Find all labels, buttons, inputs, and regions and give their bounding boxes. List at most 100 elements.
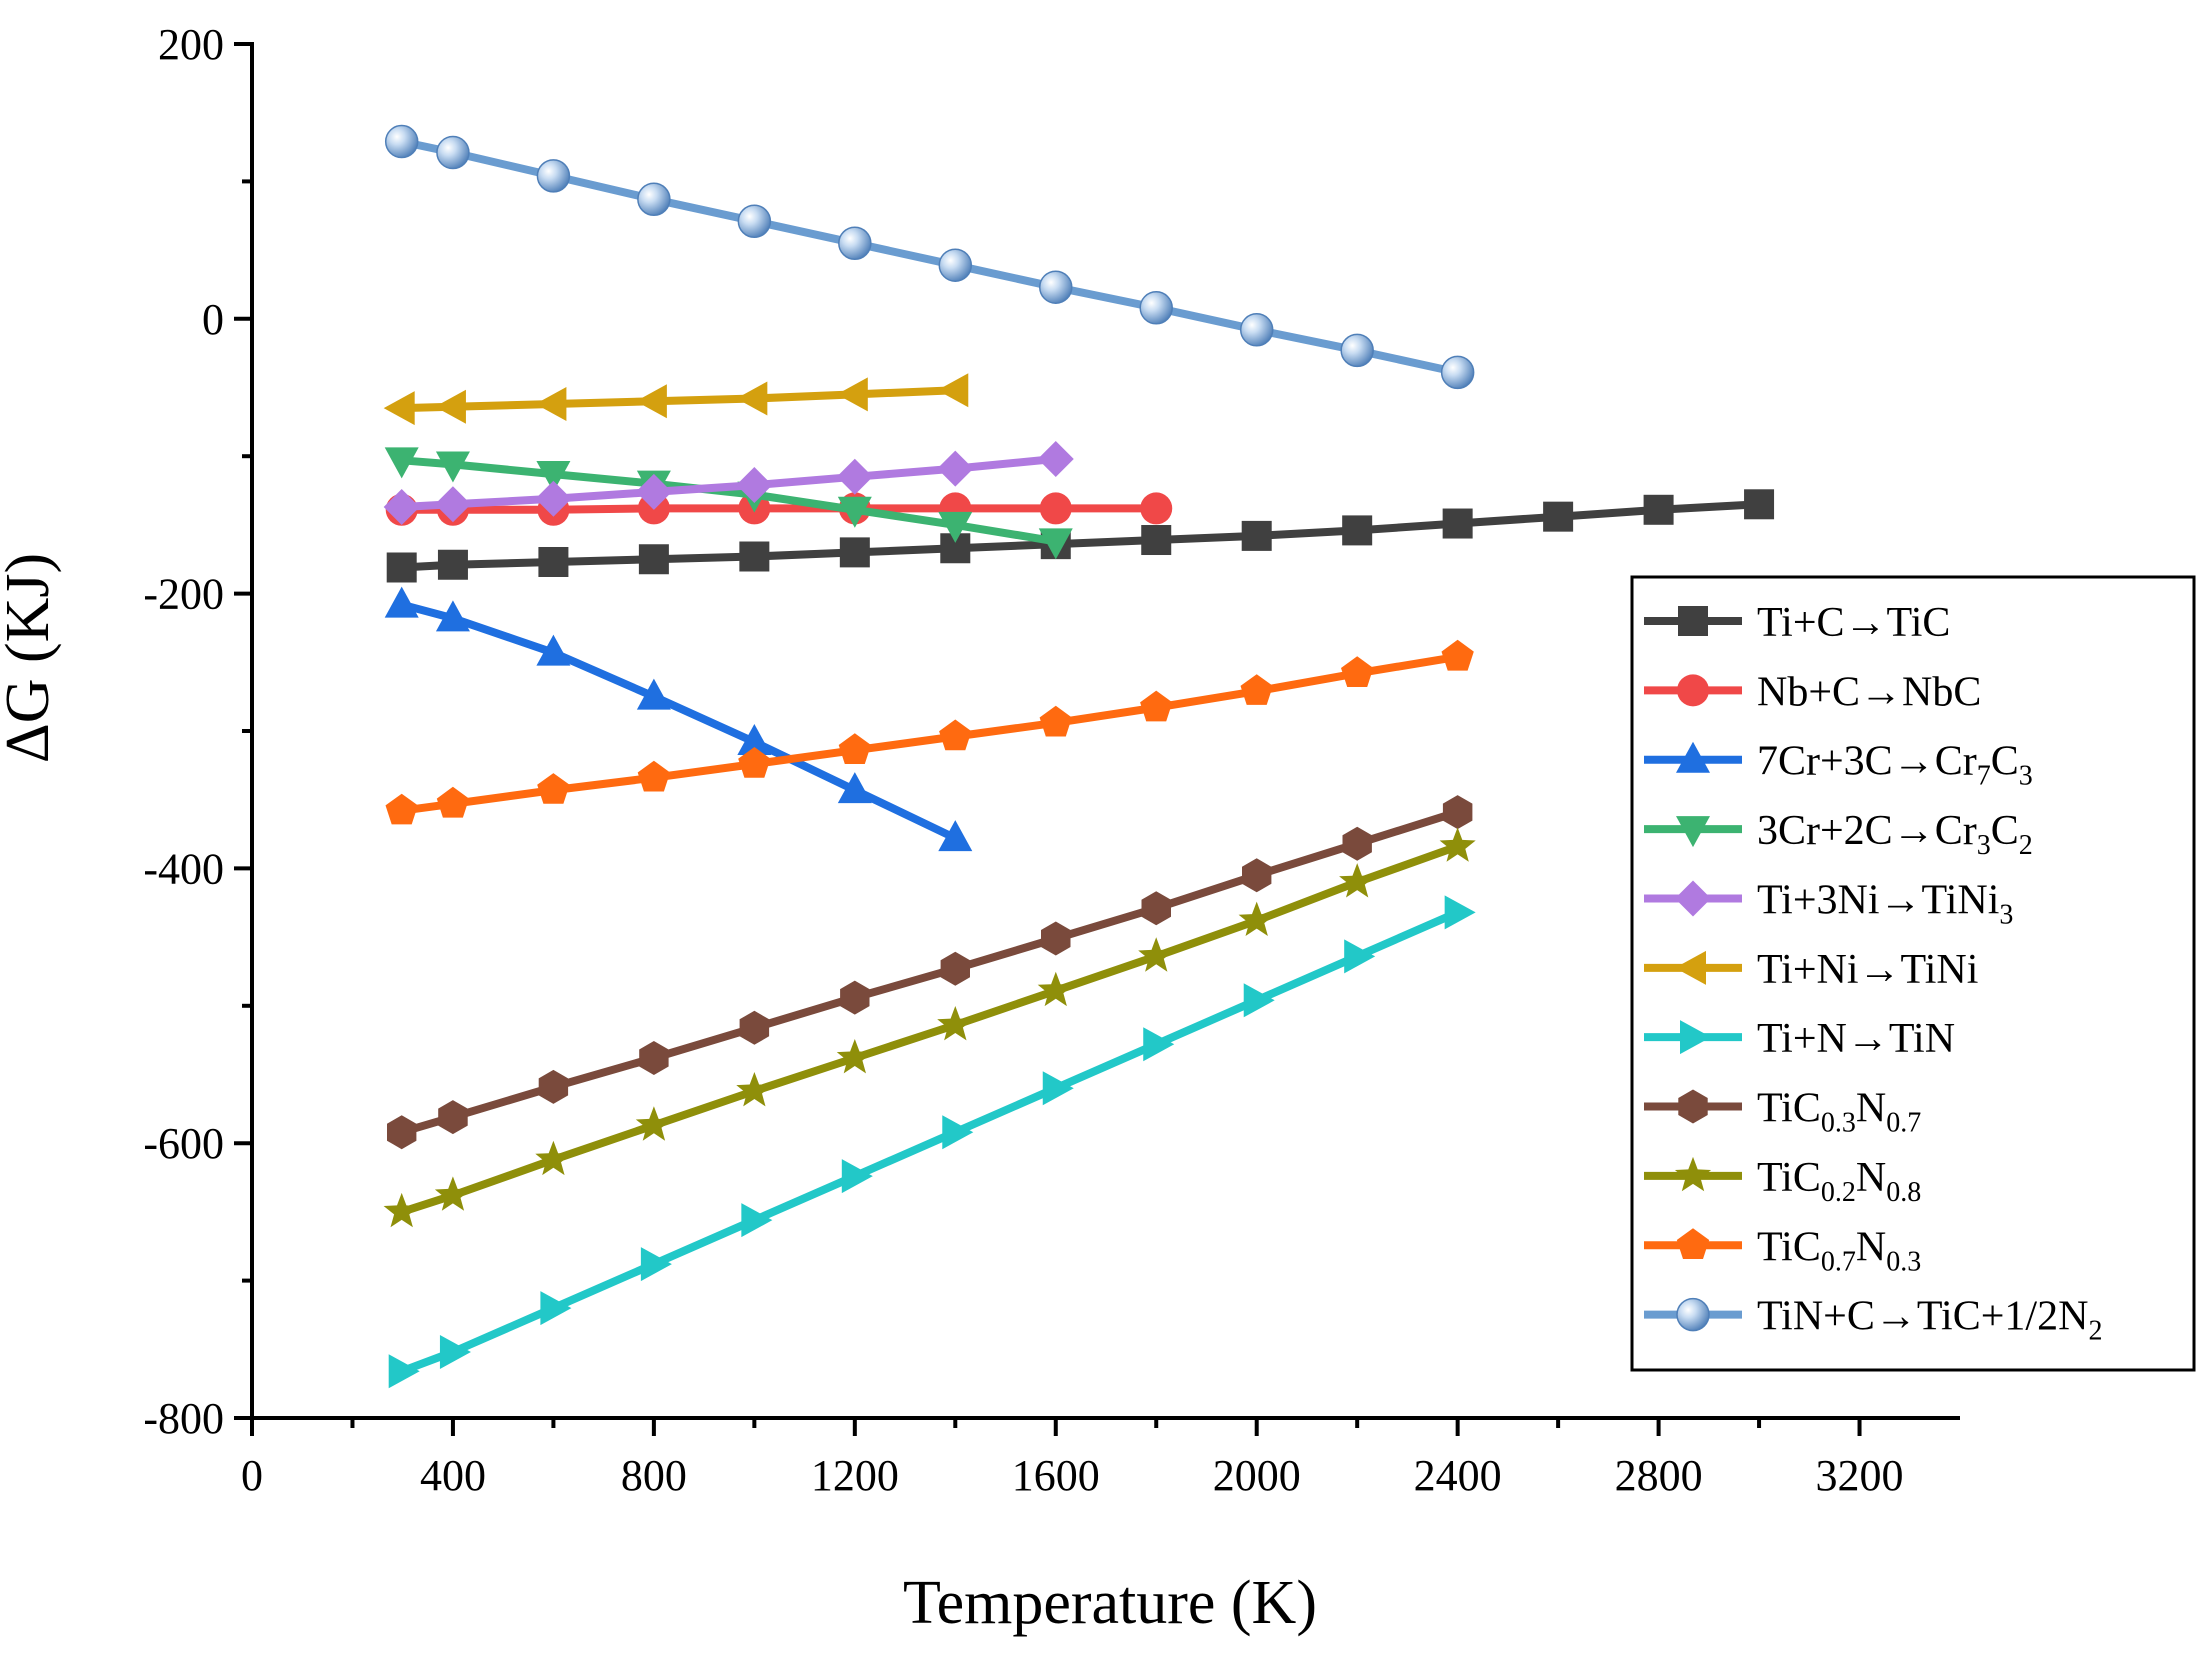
axes: 0 400 800 1200 1600 2000 2400 2800 32002000-200-… [143, 20, 1960, 1500]
y-tick-label: -600 [143, 1119, 224, 1168]
data-point [384, 124, 419, 159]
legend-label-part: TiC [1757, 1155, 1821, 1201]
legend-swatch-marker [1676, 1297, 1710, 1332]
legend-swatch-marker [1678, 606, 1708, 636]
data-point [836, 458, 873, 495]
data-point [937, 1006, 974, 1041]
series-line [401, 386, 956, 413]
data-point [536, 634, 571, 666]
data-point [436, 786, 470, 818]
legend-label-part: 0.2 [1821, 1177, 1856, 1208]
data-point [1643, 494, 1674, 525]
data-point [739, 541, 770, 572]
x-tick-label: 800 [621, 1451, 687, 1500]
data-point [836, 377, 868, 412]
data-point [538, 546, 569, 577]
legend-label: TiN+C→TiC+1/2N2 [1757, 1294, 2102, 1347]
x-tick-label: 2000 [1213, 1451, 1301, 1500]
y-tick-label: -200 [143, 570, 224, 619]
legend-label-part: TiC [1757, 1086, 1821, 1132]
data-point [386, 552, 417, 583]
data-point [937, 450, 974, 487]
data-point [738, 747, 771, 778]
data-point [1037, 440, 1074, 477]
data-point [838, 226, 872, 260]
data-point [1141, 891, 1171, 926]
data-point [640, 1247, 672, 1282]
y-tick-label: -800 [143, 1394, 224, 1443]
series-4 [383, 440, 1074, 526]
legend-swatch-marker [1675, 950, 1706, 985]
data-point [1243, 983, 1275, 1018]
legend-label-part: N [1856, 1224, 1886, 1270]
data-point [637, 760, 671, 792]
data-point [1140, 690, 1173, 722]
data-point [739, 1010, 770, 1045]
data-point [540, 1291, 572, 1326]
legend-swatch-marker [1680, 1020, 1711, 1055]
legend-swatch-marker [1678, 1089, 1708, 1124]
data-point [635, 384, 667, 419]
data-point [434, 1176, 471, 1211]
x-axis-label: Temperature (K) [903, 1569, 1317, 1637]
legend-label-part: Nb+C→NbC [1757, 669, 1981, 715]
data-point [938, 248, 973, 282]
legend-entry: 3Cr+2C→Cr3C2 [1644, 808, 2033, 861]
data-point [1141, 525, 1172, 556]
data-point [837, 496, 872, 528]
data-point [841, 1159, 873, 1194]
y-tick-label: -400 [143, 844, 224, 893]
data-point [741, 1203, 773, 1238]
data-point [1039, 270, 1073, 304]
data-point [1139, 291, 1173, 325]
legend-label: TiC0.7N0.3 [1757, 1224, 1921, 1277]
data-point [1442, 795, 1473, 830]
x-tick-label: 2800 [1615, 1451, 1703, 1500]
data-point [938, 511, 973, 543]
data-point [1341, 656, 1374, 687]
legend-entry: Ti+N→TiN [1644, 1016, 1955, 1062]
x-tick-label: 1200 [811, 1451, 899, 1500]
data-point [736, 1072, 773, 1107]
legend-label-part: Ti+N→TiN [1757, 1016, 1955, 1062]
data-point [388, 1354, 420, 1389]
series-line [400, 137, 1459, 377]
data-point [836, 1039, 873, 1074]
data-point [383, 489, 420, 526]
data-point [387, 1115, 417, 1150]
legend-entry: TiC0.7N0.3 [1644, 1224, 1921, 1277]
data-point [838, 733, 871, 764]
legend-label-part: N [1856, 1086, 1886, 1132]
data-point [1039, 705, 1072, 737]
data-point [1242, 858, 1272, 893]
y-tick-label: 0 [202, 295, 224, 344]
legend-label-part: Ti+3Ni→TiNi [1757, 877, 1999, 923]
legend-entry: TiN+C→TiC+1/2N2 [1644, 1294, 2102, 1347]
legend-entry: Ti+Ni→TiNi [1644, 947, 1978, 993]
data-point [635, 1106, 672, 1141]
data-point [1744, 489, 1775, 520]
legend-label-part: 0.3 [1886, 1246, 1921, 1277]
data-point [385, 793, 418, 825]
data-point [1039, 492, 1072, 525]
legend-label-part: 3Cr+2C→Cr [1757, 808, 1977, 854]
legend-entry: TiC0.2N0.8 [1644, 1155, 1921, 1208]
series-line [400, 842, 1459, 1216]
data-point [1042, 1071, 1074, 1106]
legend-label-part: 3 [2019, 761, 2033, 792]
plot-area [383, 124, 1775, 1389]
data-point [737, 723, 772, 755]
data-point [942, 1115, 974, 1150]
data-point [435, 600, 470, 632]
data-point [1037, 971, 1074, 1007]
data-point [1339, 863, 1376, 898]
data-point [1342, 826, 1372, 861]
x-tick-label: 0 [241, 1451, 263, 1500]
data-point [937, 373, 969, 408]
data-point [435, 451, 470, 483]
data-point [538, 1069, 569, 1104]
y-tick-label: 200 [158, 20, 224, 69]
y-axis-label: ΔG (KJ) [0, 553, 62, 763]
data-point [1543, 501, 1574, 532]
legend-label: Ti+N→TiN [1757, 1016, 1955, 1062]
